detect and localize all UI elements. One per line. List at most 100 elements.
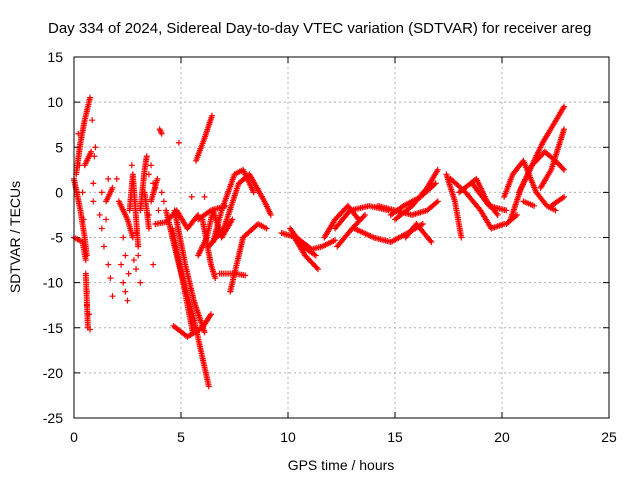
data-point [332,237,339,244]
data-point [135,243,142,250]
x-tick-label: 10 [280,429,296,445]
data-point [109,293,116,300]
data-point [118,261,125,268]
data-point [83,288,90,295]
data-point [160,198,167,205]
data-point [107,275,114,282]
data-point [96,211,103,218]
data-point [434,198,441,205]
data-point [90,180,97,187]
data-point [434,166,441,173]
y-axis-label: SDTVAR / TECUs [7,181,23,293]
data-point [75,130,82,137]
data-point [242,272,249,279]
data-point [92,144,99,151]
data-point [133,229,140,236]
data-point [88,148,95,155]
data-point [113,175,120,182]
data-point [431,181,438,188]
data-point [103,216,110,223]
x-tick-label: 20 [494,429,510,445]
data-point [124,297,131,304]
y-tick-label: -15 [43,320,63,336]
y-tick-label: -5 [51,230,64,246]
data-point [105,175,112,182]
data-point [89,117,96,124]
data-point [100,243,107,250]
data-point [312,252,319,259]
data-point [158,189,165,196]
data-point [125,270,132,277]
data-point [250,189,257,196]
data-point [76,162,83,169]
chart-title: Day 334 of 2024, Sidereal Day-to-day VTE… [48,20,591,37]
data-point [201,193,208,200]
data-point [120,279,127,286]
data-point [552,207,559,214]
data-point [493,210,500,217]
data-point [494,211,501,218]
data-point [98,225,105,232]
data-point [128,162,135,169]
data-point [561,126,568,133]
data-point [83,302,90,309]
x-tick-label: 15 [387,429,403,445]
data-point [91,153,98,160]
data-point [433,199,440,206]
data-point [212,275,219,282]
data-point [175,139,182,146]
data-point [458,234,465,241]
data-point [122,252,129,259]
data-point [122,288,129,295]
x-tick-labels: 0 5 10 15 20 25 [70,429,617,445]
x-tick-label: 0 [70,429,78,445]
data-points [71,94,568,390]
data-point [154,175,161,182]
data-point [109,184,116,191]
data-point [188,193,195,200]
y-tick-label: -25 [43,410,63,426]
data-point [503,207,510,214]
data-point [263,225,270,232]
data-point [229,216,236,223]
x-axis-label: GPS time / hours [288,457,395,473]
data-point [531,202,538,209]
data-point [150,261,157,268]
data-point [561,166,568,173]
data-point [561,103,568,110]
data-point [137,279,144,286]
data-point [158,130,165,137]
data-point [98,189,105,196]
data-point [152,184,159,191]
data-point [207,311,214,318]
data-point [427,237,434,244]
data-point [419,220,426,227]
data-point [559,165,566,172]
data-point [428,239,435,246]
data-point [432,180,439,187]
data-point [79,189,86,196]
data-point [313,264,320,271]
data-point [145,171,152,178]
y-tick-label: -20 [43,365,63,381]
x-tick-label: 25 [601,429,617,445]
data-point [267,211,274,218]
data-point [150,180,157,187]
data-point [80,216,87,223]
data-point [133,266,140,273]
data-point [82,257,89,264]
data-point [201,329,208,336]
y-tick-label: 0 [55,184,63,200]
data-point [105,261,112,268]
data-point [87,326,94,333]
data-point [145,225,152,232]
data-point [90,198,97,205]
data-point [209,112,216,119]
y-tick-label: 5 [55,139,63,155]
plot-frame [73,56,610,419]
data-point [513,211,520,218]
data-point [561,193,568,200]
data-point [155,207,162,214]
